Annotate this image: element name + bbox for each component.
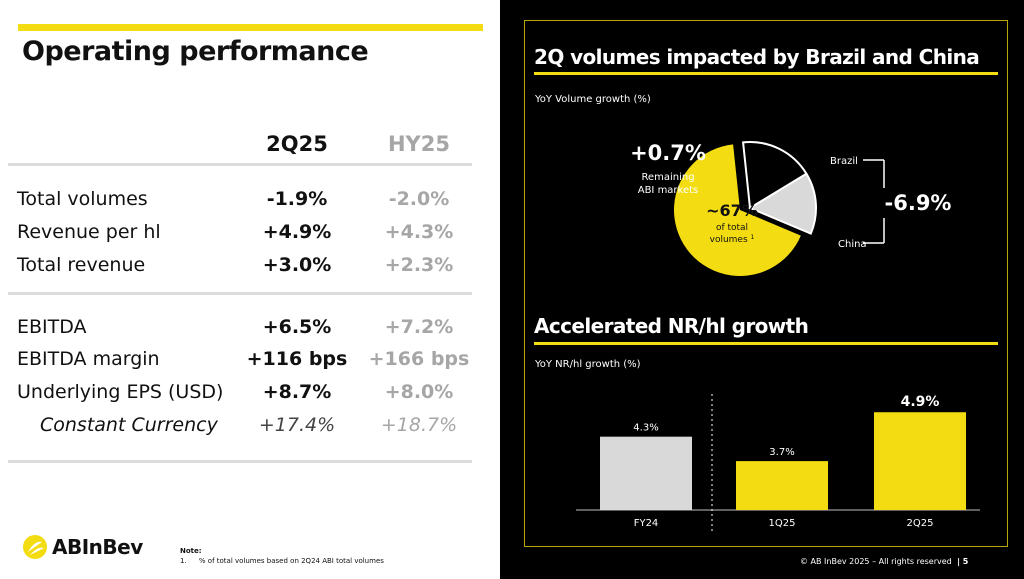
wheat-icon <box>23 535 47 559</box>
pie-share-sublabel: volumes 1 <box>710 234 755 245</box>
row-value-2q25: +116 bps <box>246 348 348 370</box>
left-panel: Operating performance 2Q25 HY25 Total vo… <box>0 0 500 579</box>
pie-value-label: +0.7% <box>630 141 706 165</box>
table-row: EBITDA +6.5% +7.2% <box>0 316 500 346</box>
row-label: EBITDA margin <box>17 348 160 370</box>
pie-slice-label: ABI markets <box>638 185 699 196</box>
volume-pie-chart: +0.7% Remaining ABI markets ~67% of totalvol… <box>630 141 952 276</box>
title-underline <box>534 72 998 75</box>
brand-logo: ABInBev <box>22 534 143 560</box>
x-tick-label: FY24 <box>634 518 659 529</box>
page-title: Operating performance <box>22 36 369 67</box>
divider <box>8 460 472 463</box>
chart-frame <box>524 20 1008 547</box>
row-value-hy25: +8.0% <box>384 381 454 403</box>
table-row: EBITDA margin +116 bps +166 bps <box>0 348 500 378</box>
row-value-2q25: +17.4% <box>258 414 336 436</box>
table-row: Total revenue +3.0% +2.3% <box>0 254 500 284</box>
accent-bar <box>18 24 483 31</box>
row-label: Underlying EPS (USD) <box>17 381 224 403</box>
bar-value-label: 4.3% <box>633 423 658 434</box>
pie-share-sublabel: of total <box>716 223 748 233</box>
volume-chart-subtitle: YoY Volume growth (%) <box>535 94 651 105</box>
nrhl-bar-chart: 4.3% FY24 3.7% 1Q25 4.9% 2Q25 <box>576 394 980 532</box>
x-tick-label: 2Q25 <box>907 518 934 529</box>
note-text: 1. % of total volumes based on 2Q24 ABI … <box>180 557 384 565</box>
row-label: Constant Currency <box>40 414 218 436</box>
row-value-hy25: -2.0% <box>388 188 450 210</box>
row-value-hy25: +166 bps <box>368 348 470 370</box>
pie-combined-label: -6.9% <box>885 191 952 215</box>
pie-slice-label: China <box>838 239 867 250</box>
note-title: Note: <box>180 547 202 555</box>
table-row: Total volumes -1.9% -2.0% <box>0 188 500 218</box>
pie-share-label: ~67% <box>706 201 758 220</box>
row-label: Total revenue <box>17 254 146 276</box>
bar-2q25 <box>874 412 966 510</box>
page-number: 5 <box>962 557 969 566</box>
bar-value-label: 4.9% <box>901 394 940 410</box>
row-label: Revenue per hl <box>17 221 161 243</box>
pie-slice-china <box>747 172 817 235</box>
table-row: Underlying EPS (USD) +8.7% +8.0% <box>0 381 500 411</box>
bar-value-label: 3.7% <box>769 447 794 458</box>
row-value-hy25: +18.7% <box>380 414 458 436</box>
x-tick-label: 1Q25 <box>769 518 796 529</box>
column-header-hy25: HY25 <box>387 132 450 156</box>
nrhl-chart-title: Accelerated NR/hl growth <box>534 314 809 338</box>
copyright: © AB InBev 2025 – All rights reserved <box>800 557 952 566</box>
row-value-hy25: +2.3% <box>384 254 454 276</box>
column-header-2q25: 2Q25 <box>266 132 328 156</box>
row-value-2q25: +4.9% <box>262 221 332 243</box>
row-value-hy25: +7.2% <box>384 316 454 338</box>
pie-slice-remaining-abi-markets <box>674 144 801 276</box>
pie-slice-label: Brazil <box>830 156 858 167</box>
row-value-2q25: -1.9% <box>266 188 328 210</box>
brand-name: ABInBev <box>52 535 143 559</box>
nrhl-chart-subtitle: YoY NR/hl growth (%) <box>535 359 641 370</box>
pie-slice-brazil <box>742 141 808 210</box>
row-value-2q25: +8.7% <box>262 381 332 403</box>
bar-1q25 <box>736 461 828 510</box>
divider <box>8 292 472 295</box>
row-label: EBITDA <box>17 316 87 338</box>
row-value-2q25: +6.5% <box>262 316 332 338</box>
note-body: % of total volumes based on 2Q24 ABI tot… <box>198 557 384 565</box>
pie-slice-label: Remaining <box>641 172 694 183</box>
row-value-hy25: +4.3% <box>384 221 454 243</box>
row-value-2q25: +3.0% <box>262 254 332 276</box>
row-label: Total volumes <box>17 188 148 210</box>
volume-chart-title: 2Q volumes impacted by Brazil and China <box>534 45 980 69</box>
table-row: Constant Currency +17.4% +18.7% <box>0 414 500 444</box>
divider <box>8 163 472 166</box>
bar-fy24 <box>600 436 692 510</box>
table-row: Revenue per hl +4.9% +4.3% <box>0 221 500 251</box>
footer: © AB InBev 2025 – All rights reserved | … <box>800 557 969 566</box>
note-number: 1. <box>180 557 187 565</box>
title-underline <box>534 342 998 345</box>
